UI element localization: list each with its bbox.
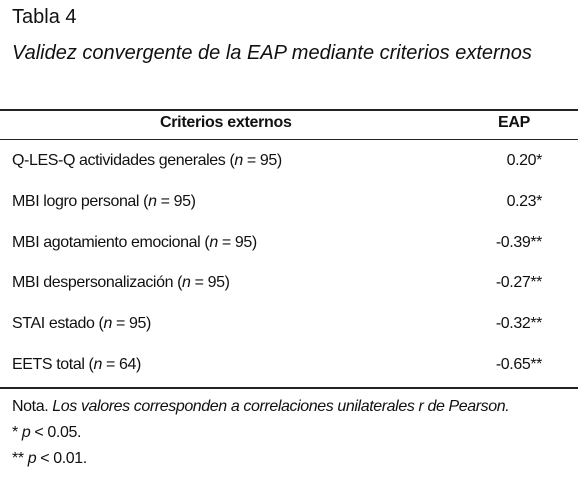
table-number: Tabla 4 [12, 6, 77, 28]
eap-cell: -0.39** [495, 233, 543, 251]
text: EETS total ( [12, 356, 94, 373]
criterion-cell: EETS total (n = 64) [12, 356, 141, 374]
text: = 95) [111, 315, 151, 333]
text: < 0.01. [36, 450, 87, 467]
italic-text: n [234, 152, 243, 169]
eap-cell: -0.32** [495, 315, 543, 333]
table-caption: Validez convergente de la EAP mediante c… [12, 42, 532, 64]
text: MBI despersonalización ( [12, 274, 183, 292]
eap-cell: -0.27** [495, 274, 543, 292]
criterion-cell: MBI agotamiento emocional (n = 95) [12, 234, 257, 252]
column-header: EAP [498, 114, 530, 131]
eap-cell: -0.65** [495, 356, 543, 373]
italic-text: p [27, 450, 37, 467]
eap-cell: 0.20* [506, 152, 543, 169]
criterion-cell: MBI logro personal (n = 95) [12, 193, 196, 211]
column-header: Criterios externos [160, 114, 292, 131]
top-rule [0, 109, 578, 111]
eap-cell: 0.23* [506, 192, 543, 210]
italic-text: n [93, 356, 102, 373]
text: * [12, 424, 22, 441]
text: = 95) [217, 233, 257, 251]
text: = 64) [101, 356, 141, 373]
italic-text: n [103, 315, 112, 333]
criterion-cell: Q-LES-Q actividades generales (n = 95) [12, 152, 282, 170]
text: = 95) [242, 152, 282, 169]
italic-text: n [182, 274, 191, 292]
text: ** [12, 450, 28, 467]
note: * p < 0.05. [12, 424, 81, 442]
criterion-cell: MBI despersonalización (n = 95) [12, 274, 230, 292]
italic-text: n [148, 192, 157, 210]
text: = 95) [190, 274, 230, 292]
text: Q-LES-Q actividades generales ( [12, 152, 235, 169]
text: STAI estado ( [12, 315, 104, 333]
text: = 95) [156, 192, 196, 210]
italic-text: Los valores corresponden a correlaciones… [48, 398, 510, 415]
header-rule [0, 139, 578, 140]
italic-text: n [209, 233, 218, 251]
text: Nota. [12, 398, 49, 415]
criterion-cell: STAI estado (n = 95) [12, 315, 151, 333]
note: ** p < 0.01. [12, 450, 87, 468]
italic-text: p [21, 424, 31, 441]
note: Nota. Los valores corresponden a correla… [12, 398, 510, 416]
text: MBI agotamiento emocional ( [12, 233, 210, 251]
bottom-rule [0, 387, 578, 389]
text: MBI logro personal ( [12, 192, 149, 210]
text: < 0.05. [30, 424, 81, 441]
